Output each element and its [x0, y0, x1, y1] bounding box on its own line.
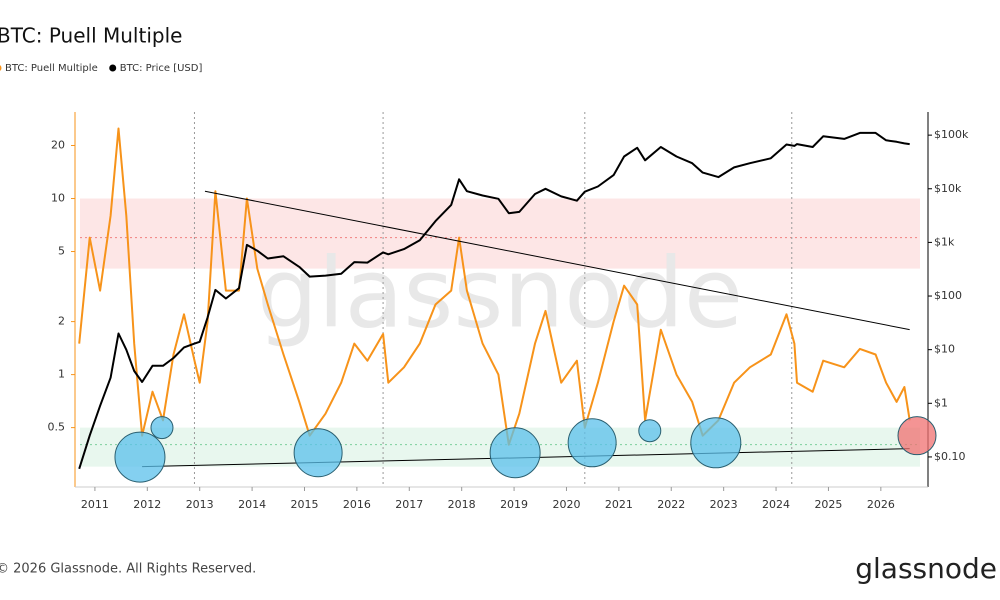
chart-title: BTC: Puell Multiple — [0, 24, 182, 48]
x-tick-label: 2015 — [290, 498, 318, 511]
series-line — [78, 127, 911, 446]
y2-tick-label: $1 — [934, 396, 948, 409]
y-tick-label: 1 — [58, 368, 65, 381]
legend: BTC: Puell Multiple BTC: Price [USD] — [0, 63, 202, 74]
highlight — [489, 427, 541, 479]
legend-swatch — [0, 65, 2, 71]
highlight — [638, 419, 662, 443]
x-tick-label: 2018 — [448, 498, 476, 511]
series-line — [78, 131, 910, 470]
x-tick-label: 2024 — [762, 498, 790, 511]
legend-label: BTC: Puell Multiple — [5, 63, 98, 74]
x-tick-label: 2020 — [552, 498, 580, 511]
x-tick-label: 2023 — [710, 498, 738, 511]
highlight — [897, 416, 937, 456]
y2-tick-label: $1k — [934, 235, 955, 248]
y-tick-label: 5 — [58, 245, 65, 258]
highlight — [690, 417, 742, 469]
footer: © 2026 Glassnode. All Rights Reserved. — [0, 562, 256, 577]
x-tick-label: 2017 — [395, 498, 423, 511]
y-tick-label: 2 — [58, 315, 65, 328]
y-tick-label: 20 — [51, 139, 65, 152]
x-tick-label: 2025 — [814, 498, 842, 511]
x-tick-label: 2011 — [81, 498, 109, 511]
highlight — [114, 431, 166, 483]
x-tick-label: 2026 — [867, 498, 895, 511]
y2-tick-label: $10k — [934, 182, 962, 195]
legend-label: BTC: Price [USD] — [120, 63, 203, 74]
highlight — [150, 416, 174, 440]
y2-tick-label: $0.10 — [934, 450, 966, 463]
y-tick-label: 10 — [51, 192, 65, 205]
x-tick-label: 2019 — [500, 498, 528, 511]
logo: glassnode — [855, 552, 997, 585]
x-tick-label: 2014 — [238, 498, 266, 511]
highlight — [293, 428, 343, 478]
highlight — [567, 418, 617, 468]
legend-swatch — [109, 64, 117, 72]
x-tick-label: 2022 — [657, 498, 685, 511]
x-tick-label: 2016 — [343, 498, 371, 511]
y-tick-label: 0.5 — [48, 421, 66, 434]
y2-tick-label: $10 — [934, 343, 955, 356]
x-tick-label: 2012 — [133, 498, 161, 511]
x-tick-label: 2021 — [605, 498, 633, 511]
watermark: glassnode — [257, 237, 743, 349]
y2-tick-label: $100 — [934, 289, 962, 302]
trendline — [204, 190, 910, 331]
x-tick-label: 2013 — [186, 498, 214, 511]
y2-tick-label: $100k — [934, 128, 969, 141]
